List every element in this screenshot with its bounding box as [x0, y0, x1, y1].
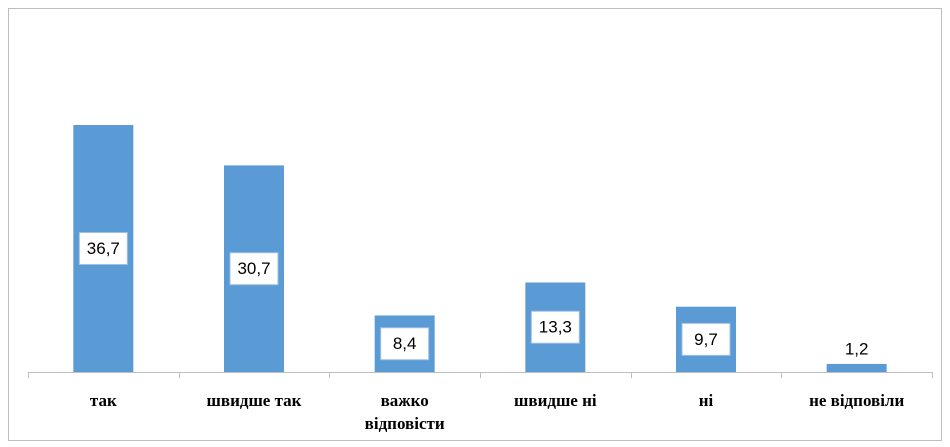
value-label: 36,7 — [87, 239, 120, 258]
value-label: 8,4 — [393, 334, 417, 353]
x-tick-label: швидше так — [207, 391, 302, 410]
x-tick-label: так — [90, 391, 117, 410]
x-tick-label: ні — [699, 391, 714, 410]
value-label: 30,7 — [237, 259, 270, 278]
value-label-box — [530, 310, 580, 344]
chart-frame — [8, 8, 942, 441]
value-label-box — [380, 327, 430, 361]
value-label: 13,3 — [539, 318, 572, 337]
value-label: 9,7 — [694, 330, 718, 349]
value-label-box — [681, 322, 731, 356]
x-tick-label: важко відповісти — [365, 391, 445, 433]
value-label: 1,2 — [845, 339, 869, 358]
x-tick-label: швидше ні — [514, 391, 597, 410]
value-label-box — [229, 252, 279, 286]
bar — [826, 363, 887, 372]
value-label-box — [78, 232, 128, 266]
x-tick-label: не відповіли — [809, 391, 904, 410]
